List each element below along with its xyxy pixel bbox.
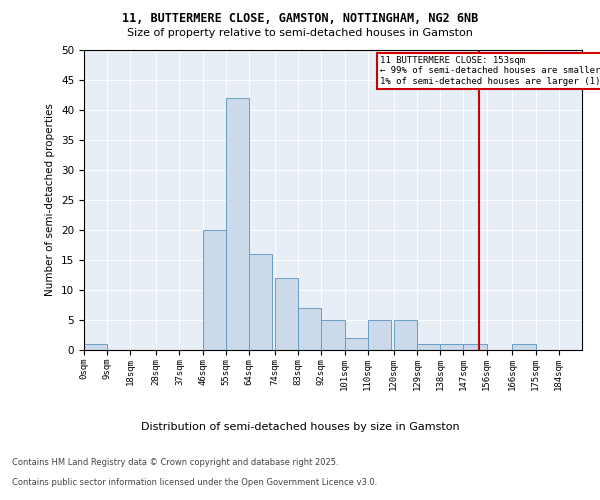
Bar: [368, 320, 391, 350]
Text: Distribution of semi-detached houses by size in Gamston: Distribution of semi-detached houses by …: [140, 422, 460, 432]
Bar: [203, 230, 226, 350]
Bar: [298, 308, 322, 350]
Bar: [394, 320, 417, 350]
Bar: [512, 344, 536, 350]
Text: 11 BUTTERMERE CLOSE: 153sqm
← 99% of semi-detached houses are smaller (117)
1% o: 11 BUTTERMERE CLOSE: 153sqm ← 99% of sem…: [380, 56, 600, 86]
Text: Contains HM Land Registry data © Crown copyright and database right 2025.: Contains HM Land Registry data © Crown c…: [12, 458, 338, 467]
Bar: [84, 344, 107, 350]
Bar: [344, 338, 368, 350]
Y-axis label: Number of semi-detached properties: Number of semi-detached properties: [46, 104, 55, 296]
Bar: [440, 344, 463, 350]
Text: Contains public sector information licensed under the Open Government Licence v3: Contains public sector information licen…: [12, 478, 377, 487]
Bar: [463, 344, 487, 350]
Bar: [249, 254, 272, 350]
Bar: [226, 98, 249, 350]
Text: 11, BUTTERMERE CLOSE, GAMSTON, NOTTINGHAM, NG2 6NB: 11, BUTTERMERE CLOSE, GAMSTON, NOTTINGHA…: [122, 12, 478, 26]
Bar: [275, 278, 298, 350]
Bar: [322, 320, 344, 350]
Bar: [417, 344, 440, 350]
Text: Size of property relative to semi-detached houses in Gamston: Size of property relative to semi-detach…: [127, 28, 473, 38]
